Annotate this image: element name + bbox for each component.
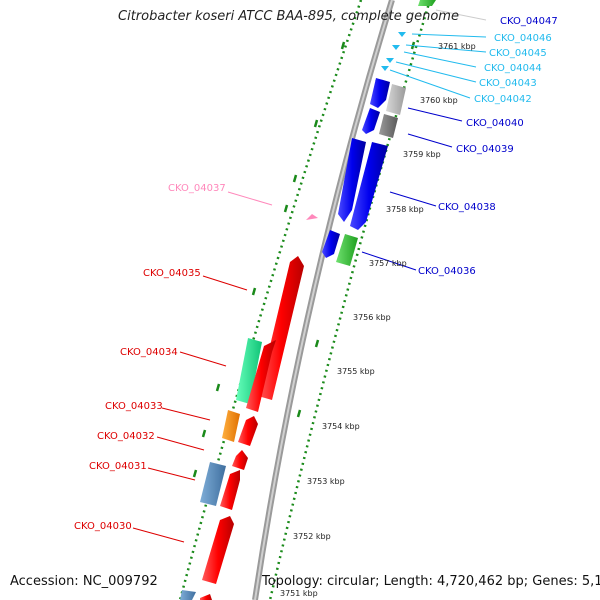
reverse-strand-features: [322, 0, 436, 266]
tick-label: 3758 kbp: [386, 205, 424, 214]
gene-label: CKO_04031: [89, 461, 147, 472]
feature-cko-04031-steel: [200, 462, 226, 506]
gene-label: CKO_04033: [105, 401, 163, 412]
feature-bottom-red: [200, 594, 212, 600]
left-gene-labels: CKO_04037 CKO_04035 CKO_04034 CKO_04033 …: [74, 183, 226, 532]
tick-label: 3757 kbp: [369, 259, 407, 268]
map-title: Citrobacter koseri ATCC BAA-895, complet…: [118, 9, 459, 24]
gene-label: CKO_04045: [489, 48, 547, 59]
right-label-connectors: [361, 9, 487, 271]
gene-label: CKO_04044: [484, 63, 542, 74]
tick-label: 3755 kbp: [337, 367, 375, 376]
gene-label: CKO_04046: [494, 33, 552, 44]
gc-skew-inner-track: [268, 0, 432, 600]
feature-grey-1: [386, 84, 406, 115]
feature-cko-04047: [418, 0, 436, 6]
feature-cko-04034-mint: [236, 338, 262, 404]
tick-label: 3761 kbp: [438, 42, 476, 51]
tick-label: 3754 kbp: [322, 422, 360, 431]
feature-cko-04037: [306, 214, 318, 220]
gene-label: CKO_04032: [97, 431, 155, 442]
feature-blue-small: [322, 230, 340, 258]
forward-strand-features: [180, 214, 318, 600]
feature-cko-04040: [362, 108, 380, 134]
feature-cko-04038: [350, 142, 388, 230]
trna-cko-04044: [386, 58, 394, 63]
backbone: [252, 0, 395, 600]
tick-label: 3759 kbp: [403, 150, 441, 159]
accession-text: Accession: NC_009792: [10, 574, 158, 589]
gene-label: CKO_04036: [418, 266, 476, 277]
left-label-connectors: [132, 191, 273, 543]
tick-label: 3752 kbp: [293, 532, 331, 541]
gene-label: CKO_04043: [479, 78, 537, 89]
feature-red-small: [232, 450, 248, 470]
feature-cko-04039: [338, 138, 366, 222]
feature-cko-04031: [220, 470, 240, 510]
tick-label: 3760 kbp: [420, 96, 458, 105]
trna-cko-04045: [392, 45, 400, 50]
tick-label: 3753 kbp: [307, 477, 345, 486]
gene-label: CKO_04030: [74, 521, 132, 532]
trna-cko-04046: [398, 32, 406, 37]
gene-label: CKO_04040: [466, 118, 524, 129]
gene-label: CKO_04039: [456, 144, 514, 155]
tick-label: 3751 kbp: [280, 589, 318, 598]
feature-grey-2: [379, 114, 398, 138]
gene-label: CKO_04042: [474, 94, 532, 105]
feature-bottom-steel: [180, 590, 196, 600]
right-gene-labels: CKO_04047 CKO_04046 CKO_04045 CKO_04044 …: [418, 16, 558, 277]
trna-cko-04043: [381, 66, 389, 71]
gene-label: CKO_04038: [438, 202, 496, 213]
gene-label: CKO_04047: [500, 16, 558, 27]
feature-cko-04035: [258, 256, 304, 400]
feature-cko-04030: [202, 516, 234, 584]
tick-label: 3756 kbp: [353, 313, 391, 322]
gene-label: CKO_04035: [143, 268, 201, 279]
feature-cko-04032: [238, 416, 258, 446]
topology-text: Topology: circular; Length: 4,720,462 bp…: [262, 574, 600, 589]
position-ticks: 3761 kbp 3760 kbp 3759 kbp 3758 kbp 3757…: [280, 42, 476, 598]
feature-cko-04036: [336, 234, 358, 266]
feature-cko-04033: [222, 410, 240, 442]
feature-cko-04034: [246, 340, 276, 412]
feature-cko-04041: [370, 78, 390, 108]
gene-label: CKO_04034: [120, 347, 178, 358]
gene-label: CKO_04037: [168, 183, 226, 194]
